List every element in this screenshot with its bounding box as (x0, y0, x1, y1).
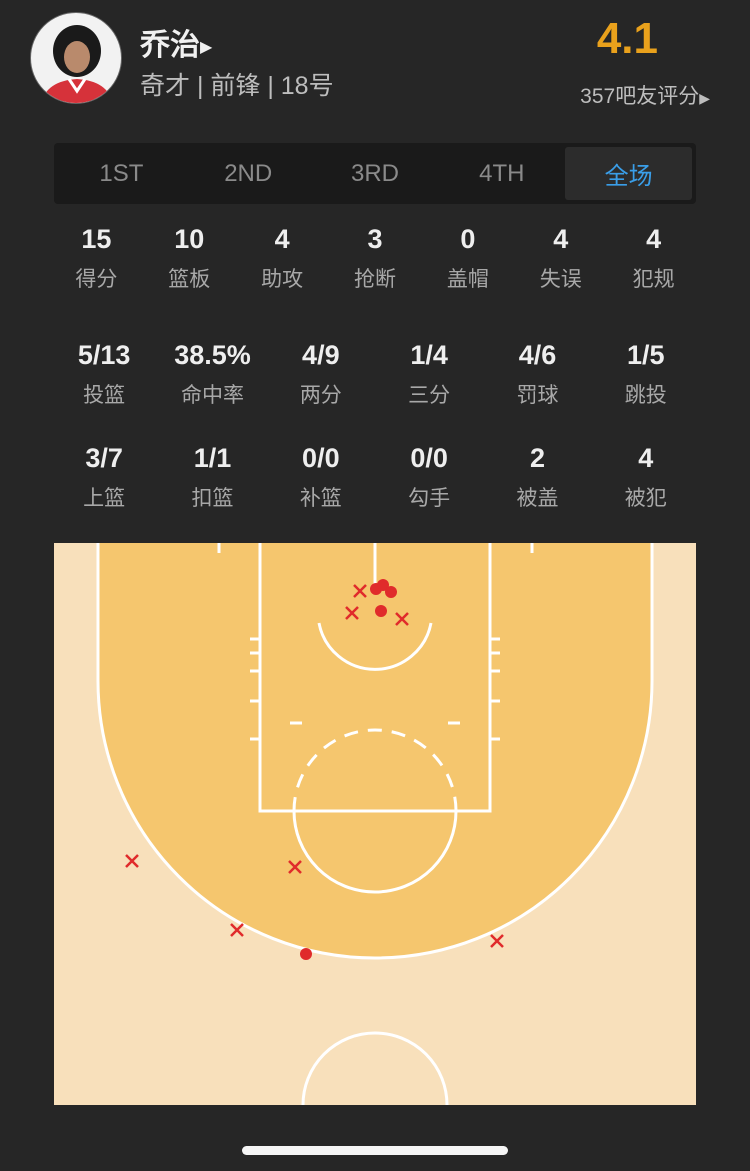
stat-item: 15 得分 (50, 224, 143, 293)
stats-row-shooting: 5/13 投篮 38.5% 命中率 4/9 两分 1/4 三分 4/6 罚球 1/5 跳投 (50, 340, 700, 409)
stat-value: 0 (460, 224, 476, 254)
missed-shot-marker (395, 612, 409, 626)
stat-value: 38.5% (174, 340, 251, 370)
baseline-ticks (217, 543, 534, 553)
player-rating: 4.1 (596, 14, 658, 63)
play-arrow-icon: ▶ (699, 90, 710, 106)
missed-shot-marker (230, 923, 244, 937)
center-circle (301, 1031, 449, 1105)
stat-label: 跳投 (624, 384, 667, 407)
stat-value: 4 (646, 224, 662, 254)
stat-value: 1/4 (410, 340, 448, 370)
tab-1st[interactable]: 1ST (99, 159, 144, 187)
stat-item: 1/4 三分 (375, 340, 483, 409)
stat-item: 3 抢断 (329, 224, 422, 293)
stat-item: 38.5% 命中率 (158, 340, 266, 409)
player-info: 奇才 | 前锋 | 18号 (140, 72, 334, 100)
stat-item: 0/0 补篮 (267, 443, 375, 512)
player-name-link[interactable]: 乔治▶ (140, 20, 212, 64)
stat-item: 3/7 上篮 (50, 443, 158, 512)
made-shot-marker (385, 586, 397, 598)
stat-label: 上篮 (83, 487, 126, 510)
stat-label: 盖帽 (446, 268, 489, 291)
stat-value: 0/0 (410, 443, 448, 473)
stat-item: 1/1 扣篮 (158, 443, 266, 512)
stat-value: 4 (553, 224, 569, 254)
stat-label: 犯规 (632, 268, 675, 291)
three-point-line (96, 543, 654, 960)
stat-label: 三分 (408, 384, 451, 407)
player-name: 乔治 (140, 29, 200, 62)
player-photo (41, 25, 113, 103)
stat-label: 失误 (539, 268, 582, 291)
stat-value: 1/1 (193, 443, 232, 473)
stat-value: 4/9 (302, 340, 340, 370)
stat-value: 2 (529, 443, 545, 473)
missed-shot-marker (345, 606, 359, 620)
stat-value: 1/5 (627, 340, 665, 370)
stat-label: 得分 (75, 268, 118, 291)
tab-3rd[interactable]: 3RD (350, 159, 399, 187)
stat-label: 扣篮 (191, 487, 234, 510)
missed-shot-marker (288, 860, 302, 874)
stat-item: 4 助攻 (236, 224, 329, 293)
stat-value: 15 (81, 224, 112, 254)
stat-label: 抢断 (354, 268, 396, 291)
restricted-area (317, 622, 433, 671)
stat-item: 4 失误 (514, 224, 607, 293)
home-indicator[interactable] (242, 1146, 508, 1155)
tab-full-game[interactable]: 全场 (565, 147, 692, 200)
stat-label: 助攻 (261, 268, 304, 291)
stat-item: 4/6 罚球 (483, 340, 591, 409)
missed-shot-marker (490, 934, 504, 948)
made-shot-marker (377, 579, 389, 591)
made-shot-marker (300, 948, 312, 960)
stat-item: 4 犯规 (607, 224, 700, 293)
stat-label: 罚球 (516, 384, 559, 407)
stat-item: 0 盖帽 (421, 224, 514, 293)
lane (258, 543, 492, 813)
free-throw-circle-upper (292, 728, 458, 812)
shot-chart-court (54, 543, 696, 1105)
stats-row-basic: 15 得分 10 篮板 4 助攻 3 抢断 0 盖帽 4 失误 4 犯规 (50, 224, 700, 293)
stat-value: 3/7 (85, 443, 123, 473)
play-arrow-icon: ▶ (200, 39, 213, 57)
stat-item: 4 被犯 (592, 443, 700, 512)
missed-shot-marker (353, 584, 367, 598)
stat-item: 4/9 两分 (267, 340, 375, 409)
stat-item: 10 篮板 (143, 224, 236, 293)
free-throw-circle-lower (292, 810, 458, 894)
three-point-area (98, 543, 652, 958)
raters-link[interactable]: 357吧友评分▶ (580, 80, 710, 110)
stat-item: 5/13 投篮 (50, 340, 158, 409)
missed-shot-marker (125, 854, 139, 868)
lane-hash-marks (250, 637, 500, 741)
stat-label: 勾手 (408, 487, 451, 510)
stat-label: 命中率 (180, 384, 244, 407)
stat-value: 3 (367, 224, 383, 254)
stat-label: 篮板 (168, 268, 211, 291)
stat-value: 4 (638, 443, 654, 473)
period-tabs: 1ST 2ND 3RD 4TH 全场 (54, 143, 696, 204)
raters-count: 357吧友评分 (580, 85, 700, 108)
stat-label: 被盖 (516, 487, 559, 510)
stats-row-shot-types: 3/7 上篮 1/1 扣篮 0/0 补篮 0/0 勾手 2 被盖 4 被犯 (50, 443, 700, 512)
made-shot-marker (375, 605, 387, 617)
stat-label: 被犯 (624, 487, 667, 510)
stat-value: 0/0 (302, 443, 340, 473)
stat-item: 1/5 跳投 (592, 340, 700, 409)
stat-value: 4 (274, 224, 290, 254)
stat-value: 10 (174, 224, 205, 254)
stat-value: 5/13 (77, 340, 131, 370)
stat-item: 0/0 勾手 (375, 443, 483, 512)
stat-label: 补篮 (299, 487, 342, 510)
stat-label: 两分 (299, 384, 342, 407)
stat-item: 2 被盖 (483, 443, 591, 512)
player-avatar[interactable] (30, 12, 122, 104)
stat-label: 投篮 (83, 384, 126, 407)
tab-2nd[interactable]: 2ND (224, 159, 273, 187)
stat-value: 4/6 (518, 340, 557, 370)
tab-4th[interactable]: 4TH (479, 159, 525, 187)
